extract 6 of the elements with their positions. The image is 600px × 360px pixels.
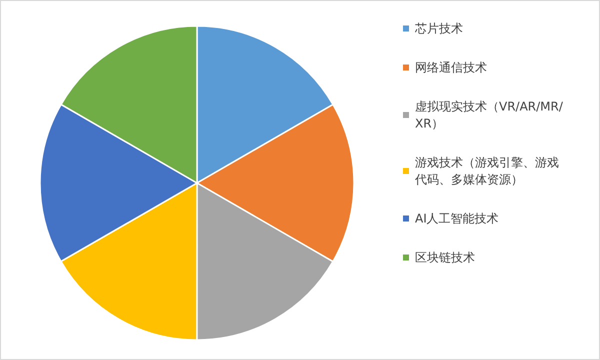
legend-label: 虚拟现实技术（VR/AR/MR/XR） [415,100,564,130]
legend-label: 游戏技术（游戏引擎、游戏代码、多媒体资源） [414,156,559,186]
legend-label: 网络通信技术 [415,60,487,74]
legend-label: 区块链技术 [415,250,475,264]
legend-label: 芯片技术 [414,22,463,36]
legend-label: AI人工智能技术 [415,212,499,226]
